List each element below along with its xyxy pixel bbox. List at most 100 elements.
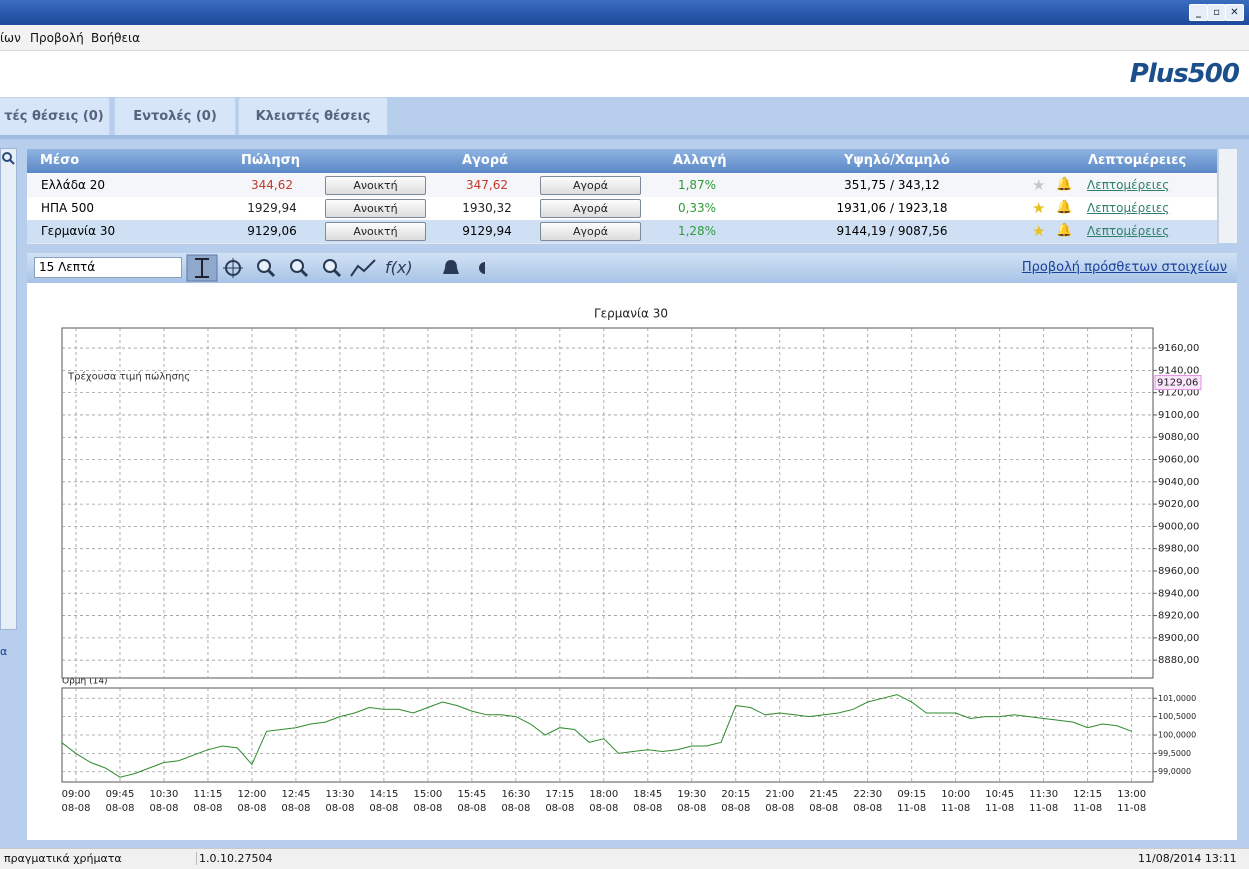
current-price-label: 9129,06 xyxy=(1157,378,1198,389)
current-price-text: Τρέχουσα τιμή πώλησης xyxy=(67,371,190,383)
x-tick-label: 20:15 xyxy=(721,789,750,800)
search-icon[interactable] xyxy=(1,149,16,169)
tool-indicators[interactable] xyxy=(350,259,376,277)
column-header: Υψηλό/Χαμηλό xyxy=(844,153,950,168)
details-link[interactable]: Λεπτομέρειες xyxy=(1087,178,1170,192)
x-tick-date: 08-08 xyxy=(501,803,530,814)
indicator-title: Ορμή (14) xyxy=(62,677,108,687)
x-tick-date: 11-08 xyxy=(897,803,926,814)
chart-title: Γερμανία 30 xyxy=(594,307,668,321)
menu-item[interactable]: ίων xyxy=(0,31,21,45)
y-tick-label: 8920,00 xyxy=(1158,611,1199,622)
y-tick-label: 99,5000 xyxy=(1158,749,1191,758)
instrument: ΗΠΑ 500 xyxy=(41,201,94,215)
scrollbar[interactable] xyxy=(1218,149,1237,243)
tab[interactable]: Εντολές (0) xyxy=(114,97,236,136)
x-tick-label: 13:30 xyxy=(326,789,355,800)
x-tick-label: 10:45 xyxy=(985,789,1014,800)
buy-price: 1930,32 xyxy=(462,201,512,215)
x-tick-date: 08-08 xyxy=(545,803,574,814)
y-tick-label: 8960,00 xyxy=(1158,566,1199,577)
menu-item[interactable]: Προβολή xyxy=(30,31,84,45)
column-header: Λεπτομέρειες xyxy=(1088,153,1187,168)
close-button[interactable]: ✕ xyxy=(1225,4,1244,21)
y-tick-label: 9120,00 xyxy=(1158,388,1199,399)
x-tick-date: 08-08 xyxy=(193,803,222,814)
status-bar: πραγματικά χρήματα 1.0.10.27504 11/08/20… xyxy=(0,848,1249,869)
x-tick-label: 18:45 xyxy=(633,789,662,800)
x-tick-date: 11-08 xyxy=(1029,803,1058,814)
details-link[interactable]: Λεπτομέρειες xyxy=(1087,201,1170,215)
x-tick-label: 18:00 xyxy=(589,789,618,800)
high-low: 1931,06 / 1923,18 xyxy=(836,201,948,215)
sell-button[interactable]: Ανοικτή xyxy=(325,176,426,195)
chart: Γερμανία 30 Ορμή (14) 8880,00 8900,00 8920… xyxy=(60,307,1202,814)
alert-bell[interactable]: 🔔 xyxy=(1056,200,1073,215)
x-tick-date: 08-08 xyxy=(809,803,838,814)
x-tick-date: 08-08 xyxy=(853,803,882,814)
x-tick-date: 08-08 xyxy=(589,803,618,814)
chart-toolbar: 15 Λεπτά f(x) Προβολή πρόσθετων στοιχείω… xyxy=(27,253,1237,283)
tool-zoom-reset[interactable] xyxy=(323,259,337,273)
tab[interactable]: Κλειστές θέσεις xyxy=(238,97,388,136)
x-tick-label: 09:15 xyxy=(897,789,926,800)
details-link[interactable]: Λεπτομέρειες xyxy=(1087,224,1170,238)
tool-function[interactable]: f(x) xyxy=(385,258,413,277)
tool-alert[interactable] xyxy=(443,260,459,274)
y-tick-label: 9160,00 xyxy=(1158,343,1199,354)
x-tick-label: 12:00 xyxy=(238,789,267,800)
y-tick-label: 100,0000 xyxy=(1158,731,1196,740)
x-tick-date: 08-08 xyxy=(149,803,178,814)
timeframe-select[interactable]: 15 Λεπτά xyxy=(34,257,182,278)
y-tick-label: 9000,00 xyxy=(1158,521,1199,532)
sell-button[interactable]: Ανοικτή xyxy=(325,222,426,241)
x-tick-label: 21:00 xyxy=(765,789,794,800)
change: 0,33% xyxy=(677,201,717,215)
more-details-link[interactable]: Προβολή πρόσθετων στοιχείων xyxy=(1021,260,1227,275)
x-tick-date: 11-08 xyxy=(1117,803,1146,814)
alert-bell[interactable]: 🔔 xyxy=(1056,223,1073,238)
x-tick-label: 09:00 xyxy=(62,789,91,800)
tool-zoom-in[interactable] xyxy=(257,259,271,273)
tab[interactable]: τές θέσεις (0) xyxy=(0,97,110,136)
column-header: Μέσο xyxy=(40,153,80,168)
tool-settings[interactable] xyxy=(479,262,485,274)
buy-button[interactable]: Αγορά xyxy=(540,176,641,195)
buy-button[interactable]: Αγορά xyxy=(540,199,641,218)
high-low: 9144,19 / 9087,56 xyxy=(836,224,948,238)
y-tick-label: 9080,00 xyxy=(1158,432,1199,443)
x-tick-label: 22:30 xyxy=(853,789,882,800)
high-low: 351,75 / 343,12 xyxy=(844,178,940,192)
y-tick-label: 9140,00 xyxy=(1158,365,1199,376)
sell-button[interactable]: Ανοικτή xyxy=(325,199,426,218)
favorite-star[interactable]: ★ xyxy=(1032,199,1046,217)
x-tick-label: 12:45 xyxy=(282,789,311,800)
favorite-star[interactable]: ★ xyxy=(1032,222,1046,240)
x-tick-label: 16:30 xyxy=(501,789,530,800)
menu-item[interactable]: Βοήθεια xyxy=(91,31,140,45)
x-tick-label: 11:30 xyxy=(1029,789,1058,800)
x-tick-label: 13:00 xyxy=(1117,789,1146,800)
table-row[interactable]: Ελλάδα 20 344,62 Ανοικτή 347,62 Αγορά 1,87% 35… xyxy=(27,174,1217,198)
x-tick-label: 11:15 xyxy=(194,789,223,800)
y-tick-label: 8980,00 xyxy=(1158,544,1199,555)
x-tick-date: 08-08 xyxy=(721,803,750,814)
x-tick-date: 08-08 xyxy=(369,803,398,814)
tool-zoom-out[interactable] xyxy=(290,259,304,273)
table-row[interactable]: ΗΠΑ 500 1929,94 Ανοικτή 1930,32 Αγορά 0,33% 19… xyxy=(27,197,1217,221)
x-tick-label: 09:45 xyxy=(106,789,135,800)
sell-price: 1929,94 xyxy=(247,201,297,215)
alert-bell[interactable]: 🔔 xyxy=(1056,177,1073,192)
table-row[interactable]: Γερμανία 30 9129,06 Ανοικτή 9129,94 Αγορά 1,2… xyxy=(27,220,1217,244)
y-tick-label: 9020,00 xyxy=(1158,499,1199,510)
side-panel xyxy=(0,148,17,630)
side-link[interactable]: α xyxy=(0,645,8,658)
favorite-star[interactable]: ★ xyxy=(1032,176,1046,194)
logo: Plus500 xyxy=(1129,59,1240,89)
y-tick-label: 100,5000 xyxy=(1158,712,1196,721)
buy-button[interactable]: Αγορά xyxy=(540,222,641,241)
x-tick-date: 08-08 xyxy=(633,803,662,814)
x-tick-date: 08-08 xyxy=(457,803,486,814)
x-tick-date: 08-08 xyxy=(765,803,794,814)
